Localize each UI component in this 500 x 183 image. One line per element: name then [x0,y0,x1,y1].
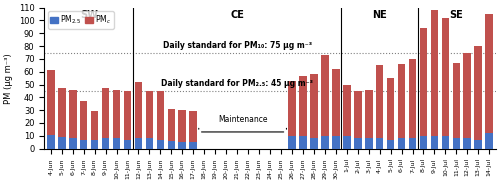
Bar [398,64,406,138]
Bar [365,138,372,149]
Bar [47,135,54,149]
Text: Daily standard for PM₂.₅: 45 μg m⁻³: Daily standard for PM₂.₅: 45 μg m⁻³ [161,79,313,88]
Bar [134,82,142,138]
Text: Daily standard for PM₁₀: 75 μg m⁻³: Daily standard for PM₁₀: 75 μg m⁻³ [162,41,312,50]
Bar [430,136,438,149]
Bar [464,138,471,149]
Bar [310,138,318,149]
Bar [321,55,328,136]
Bar [452,138,460,149]
Bar [486,14,493,133]
Bar [299,76,306,136]
Bar [376,65,384,138]
Bar [442,18,449,136]
Bar [398,138,406,149]
Bar [430,10,438,136]
Bar [310,74,318,138]
Bar [47,70,54,135]
Bar [408,59,416,138]
Bar [80,101,88,140]
Bar [387,78,394,140]
Bar [376,138,384,149]
Bar [146,91,154,138]
Bar [354,138,362,149]
Bar [190,111,197,142]
Bar [146,138,154,149]
Bar [408,138,416,149]
Bar [387,140,394,149]
Bar [464,53,471,138]
Bar [124,140,132,149]
Bar [474,140,482,149]
Bar [112,90,120,138]
Bar [354,91,362,138]
Bar [190,142,197,149]
Bar [332,136,340,149]
Bar [58,137,66,149]
Bar [91,140,98,149]
Bar [168,109,175,141]
Bar [332,69,340,136]
Bar [156,91,164,140]
Bar [102,88,110,138]
Bar [134,138,142,149]
Bar [69,138,76,149]
Legend: PM$_{2.5}$, PM$_c$: PM$_{2.5}$, PM$_c$ [48,12,114,29]
Bar [420,28,428,136]
Text: SE: SE [450,10,463,20]
Bar [102,138,110,149]
Bar [168,141,175,149]
Bar [299,136,306,149]
Bar [343,136,350,149]
Bar [58,88,66,137]
Bar [365,90,372,138]
Bar [486,133,493,149]
Bar [321,136,328,149]
Bar [474,46,482,140]
Bar [69,90,76,138]
Bar [156,140,164,149]
Bar [288,136,296,149]
Bar [452,63,460,138]
Bar [178,142,186,149]
Bar [442,136,449,149]
Bar [178,110,186,142]
Text: Maintenance: Maintenance [218,115,268,124]
Bar [343,85,350,136]
Text: NE: NE [372,10,387,20]
Y-axis label: PM (μg m⁻³): PM (μg m⁻³) [4,53,13,104]
Text: SW: SW [80,10,98,20]
Bar [288,81,296,136]
Bar [80,140,88,149]
Bar [112,138,120,149]
Bar [420,136,428,149]
Bar [124,91,132,140]
Text: CE: CE [230,10,244,20]
Bar [91,111,98,140]
